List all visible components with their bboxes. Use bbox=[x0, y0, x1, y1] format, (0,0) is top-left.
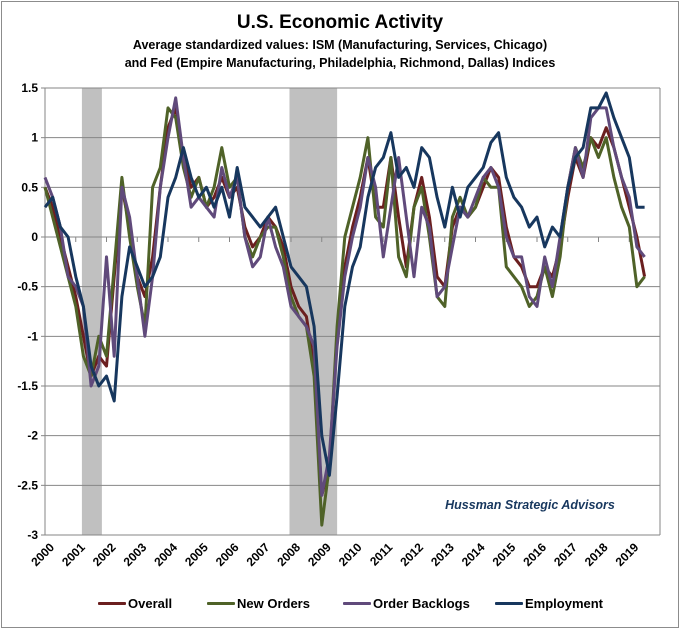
x-tick-label: 2013 bbox=[428, 540, 457, 569]
series-line-order-backlogs bbox=[43, 96, 646, 497]
x-tick-label: 2009 bbox=[305, 540, 334, 569]
legend: Overall New Orders Order Backlogs Employmen… bbox=[0, 596, 680, 614]
y-tick-label: -2.5 bbox=[17, 478, 38, 492]
y-tick-label: -1 bbox=[27, 329, 38, 343]
legend-swatch bbox=[207, 602, 235, 605]
legend-swatch bbox=[98, 602, 126, 605]
legend-item: New Orders bbox=[207, 596, 310, 611]
legend-item: Employment bbox=[495, 596, 603, 611]
series-line-employment bbox=[43, 91, 645, 477]
x-tick-label: 2017 bbox=[551, 540, 580, 569]
chart-subtitle-line-1: Average standardized values: ISM (Manufa… bbox=[132, 38, 548, 52]
y-tick-label: 1.5 bbox=[21, 81, 38, 95]
x-tick-label: 2002 bbox=[90, 540, 119, 569]
legend-label: Overall bbox=[128, 596, 173, 611]
x-tick-label: 2006 bbox=[213, 540, 242, 569]
x-tick-label: 2018 bbox=[582, 540, 611, 569]
x-tick-label: 2010 bbox=[336, 540, 365, 569]
y-tick-label: -0.5 bbox=[17, 280, 38, 294]
y-tick-label: 1 bbox=[31, 131, 38, 145]
x-tick-label: 2015 bbox=[490, 540, 519, 569]
x-tick-label: 2011 bbox=[367, 540, 396, 569]
x-tick-label: 2019 bbox=[613, 540, 642, 569]
legend-swatch bbox=[495, 602, 523, 605]
x-tick-label: 2008 bbox=[274, 540, 303, 569]
chart-subtitle-line-2: and Fed (Empire Manufacturing, Philadelp… bbox=[124, 56, 556, 70]
y-tick-label: 0 bbox=[31, 230, 38, 244]
chart-title: U.S. Economic Activity bbox=[236, 12, 444, 33]
y-tick-label: -1.5 bbox=[17, 379, 38, 393]
y-tick-label: -3 bbox=[27, 528, 38, 542]
x-tick-label: 2000 bbox=[28, 540, 57, 569]
recession-shading bbox=[81, 88, 102, 535]
legend-label: Order Backlogs bbox=[373, 596, 470, 611]
legend-label: New Orders bbox=[237, 596, 310, 611]
legend-item: Overall bbox=[98, 596, 172, 611]
x-tick-label: 2007 bbox=[244, 540, 273, 569]
x-tick-label: 2016 bbox=[520, 540, 549, 569]
x-tick-label: 2003 bbox=[121, 540, 150, 569]
x-tick-label: 2014 bbox=[459, 540, 488, 569]
legend-swatch bbox=[343, 602, 371, 605]
legend-label: Employment bbox=[525, 596, 604, 611]
legend-item: Order Backlogs bbox=[343, 596, 470, 611]
source-annotation: Hussman Strategic Advisors bbox=[445, 498, 615, 512]
x-tick-label: 2012 bbox=[397, 540, 426, 569]
x-tick-label: 2001 bbox=[59, 540, 88, 569]
y-tick-label: 0.5 bbox=[21, 180, 38, 194]
x-tick-label: 2005 bbox=[182, 540, 211, 569]
x-tick-label: 2004 bbox=[151, 540, 180, 569]
y-tick-label: -2 bbox=[27, 429, 38, 443]
